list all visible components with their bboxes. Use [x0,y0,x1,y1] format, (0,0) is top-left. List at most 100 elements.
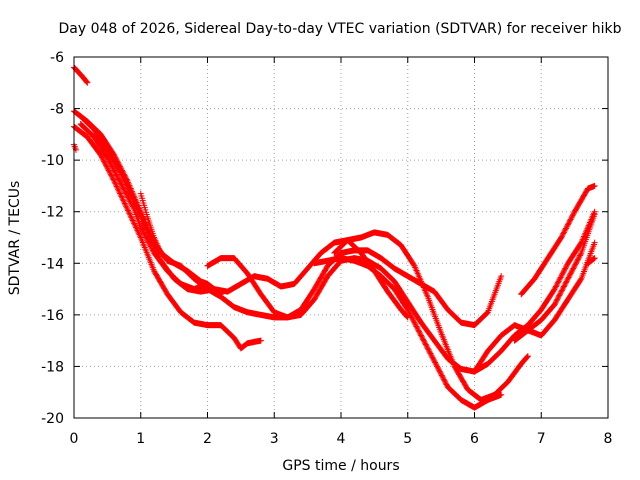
data-point [404,313,411,320]
data-point [591,182,598,189]
data-point [483,310,490,317]
x-tick-label: 6 [470,431,479,447]
data-point [434,364,441,371]
data-point [102,161,109,168]
data-point [98,153,105,160]
data-point [566,271,573,278]
data-point [112,170,119,177]
data-point [128,192,135,199]
data-point [111,179,118,186]
data-point [440,375,447,382]
data-point [552,283,559,290]
data-point [101,159,108,166]
data-point [105,157,112,164]
x-tick-label: 7 [537,431,546,447]
data-point [123,204,130,211]
data-point [142,233,149,240]
data-point [123,190,130,197]
data-point [146,240,153,247]
data-point [139,228,146,235]
data-point [108,162,115,169]
data-point [139,226,146,233]
data-point [429,354,436,361]
data-point [566,217,573,224]
data-point [414,326,421,333]
data-point [411,319,418,326]
data-point [569,212,576,219]
data-point [566,219,573,226]
data-point [405,307,412,314]
data-point [115,187,122,194]
data-point [407,311,414,318]
data-point [554,296,561,303]
data-point [591,255,598,262]
data-point [122,189,129,196]
data-point [216,290,223,297]
data-point [576,252,583,259]
data-point [125,194,132,201]
data-point [135,230,142,237]
y-axis-ticks: -20 -18 -16 -14 -12 -10 -8 -6 [41,50,608,427]
data-point [129,203,136,210]
x-tick-label: 1 [136,431,145,447]
data-point [147,243,154,250]
data-point [124,193,131,200]
data-point [562,279,569,286]
data-point [408,313,415,320]
y-tick-label: -6 [50,50,64,66]
data-point [556,275,563,282]
data-point [119,196,126,203]
data-point [567,270,574,277]
data-point [424,345,431,352]
data-point [562,280,569,287]
data-point [120,175,127,182]
data-point [422,340,429,347]
data-point [566,273,573,280]
data-point [111,177,118,184]
data-point [119,182,126,189]
data-point [114,173,121,180]
data-point [140,229,147,236]
data-point [558,233,565,240]
y-tick-label: -10 [41,153,64,169]
data-point [441,377,448,384]
data-point [113,183,120,190]
data-point [103,163,110,170]
data-point [570,211,577,218]
data-point [117,180,124,187]
data-point [424,344,431,351]
data-point [99,154,106,161]
data-point [554,279,561,286]
data-point [123,191,130,198]
data-point [132,223,139,230]
data-point [416,329,423,336]
data-point [430,356,437,363]
data-point [121,177,128,184]
data-point [107,159,114,166]
data-point [103,162,110,169]
data-point [113,172,120,179]
y-tick-label: -20 [41,411,64,427]
series-trace-10 [311,255,505,411]
data-point [524,353,531,360]
data-point [119,172,126,179]
data-point [109,173,116,180]
data-point [568,269,575,276]
data-point [107,171,114,178]
data-point [109,175,116,182]
data-point [109,163,116,170]
data-point [560,268,567,275]
data-point [432,360,439,367]
data-point [113,182,120,189]
data-point [498,391,505,398]
data-point [123,203,130,210]
data-point [107,161,114,168]
data-point [97,151,104,158]
data-point [143,235,150,242]
y-axis-label: SDTVAR / TECUs [7,181,23,296]
y-tick-label: -14 [41,256,64,272]
data-point [204,280,211,287]
data-series [71,64,598,411]
data-point [121,199,128,206]
data-point [117,190,124,197]
